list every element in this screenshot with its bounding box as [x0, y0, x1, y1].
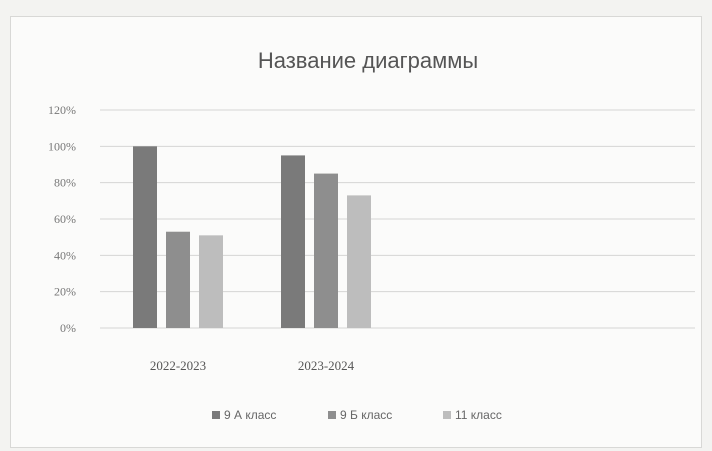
bar — [347, 195, 371, 328]
y-tick-label: 60% — [54, 212, 76, 226]
x-axis-categories: 2022-2023 2023-2024 — [150, 358, 355, 373]
y-tick-label: 100% — [48, 139, 76, 153]
y-axis-ticks: 0% 20% 40% 60% 80% 100% 120% — [48, 103, 76, 335]
y-tick-label: 80% — [54, 176, 76, 190]
legend-swatch — [328, 411, 336, 419]
legend-label: 11 класс — [455, 408, 502, 422]
legend-swatch — [212, 411, 220, 419]
chart-title: Название диаграммы — [258, 48, 478, 73]
bar — [199, 235, 223, 328]
legend-swatch — [443, 411, 451, 419]
bar — [314, 173, 338, 328]
legend-label: 9 А класс — [224, 408, 276, 422]
bars — [133, 146, 371, 328]
x-category-label: 2022-2023 — [150, 358, 206, 373]
bar — [166, 231, 190, 328]
bar — [281, 155, 305, 328]
y-tick-label: 20% — [54, 285, 76, 299]
bar — [133, 146, 157, 328]
y-tick-label: 40% — [54, 248, 76, 262]
x-category-label: 2023-2024 — [298, 358, 355, 373]
legend-label: 9 Б класс — [340, 408, 392, 422]
y-tick-label: 120% — [48, 103, 76, 117]
y-tick-label: 0% — [60, 321, 76, 335]
legend: 9 А класс 9 Б класс 11 класс — [212, 408, 502, 422]
